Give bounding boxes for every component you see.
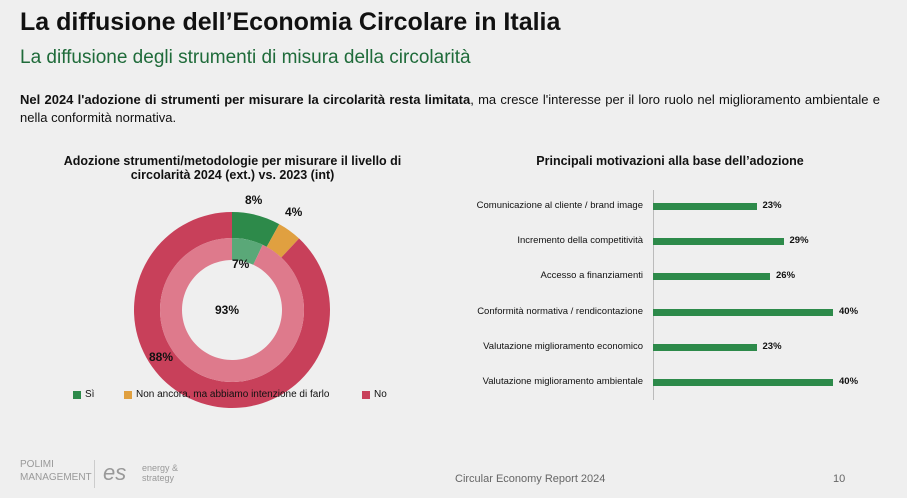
polimi-logo: POLIMI MANAGEMENT — [20, 459, 92, 483]
page-subtitle: La diffusione degli strumenti di misura … — [20, 47, 471, 68]
page-title: La diffusione dell’Economia Circolare in… — [20, 8, 561, 36]
es-logo-text: energy & strategy — [142, 463, 179, 483]
legend-swatch — [362, 390, 370, 399]
inner-slice-2 — [160, 237, 305, 382]
bar-value-label: 23% — [762, 340, 782, 352]
bar — [653, 308, 833, 316]
page-number: 10 — [833, 473, 846, 485]
label-2024-no: 88% — [149, 350, 174, 364]
footer-report: Circular Economy Report 2024 — [455, 473, 606, 485]
bar-title: Principali motivazioni alla base dell’ad… — [536, 154, 804, 168]
bar-category-label: Incremento della competitività — [517, 235, 643, 247]
legend-label: No — [374, 389, 387, 400]
logo-divider — [94, 460, 95, 488]
legend-label: Non ancora, ma abbiamo intenzione di far… — [136, 389, 330, 400]
bar-value-label: 29% — [789, 235, 809, 247]
legend-swatch — [73, 390, 81, 399]
bar-category-label: Valutazione miglioramento ambientale — [482, 376, 643, 387]
bar — [653, 343, 757, 351]
bar-category-label: Comunicazione al cliente / brand image — [476, 200, 643, 211]
legend-si: Sì — [73, 389, 94, 400]
label-2023-si: 7% — [232, 257, 250, 271]
bar-category-label: Conformità normativa / rendicontazione — [477, 305, 643, 317]
bar-value-label: 26% — [776, 270, 796, 282]
label-2023-no: 93% — [215, 303, 240, 317]
donut-title: Adozione strumenti/metodologie per misur… — [63, 154, 402, 182]
outer-slice-1 — [266, 224, 300, 258]
bar-value-label: 23% — [762, 200, 782, 211]
intro-bold: Nel 2024 l'adozione di strumenti per mis… — [20, 92, 471, 107]
bar — [653, 273, 770, 281]
label-2024-si: 8% — [245, 193, 263, 207]
legend-non-ancora: Non ancora, ma abbiamo intenzione di far… — [124, 389, 329, 400]
intro-rest: , ma cresce l'interesse per il loro ruol… — [20, 92, 880, 125]
intro-text: Nel 2024 l'adozione di strumenti per mis… — [20, 91, 880, 127]
inner-slice-0 — [232, 238, 263, 265]
legend-label: Sì — [85, 389, 95, 400]
legend-no: No — [362, 389, 387, 400]
bar — [653, 238, 784, 246]
legend-swatch — [124, 390, 132, 399]
outer-slice-0 — [232, 212, 280, 247]
bar — [653, 203, 757, 210]
bar — [653, 379, 833, 386]
bar-axis — [653, 190, 654, 400]
bar-category-label: Valutazione miglioramento economico — [483, 340, 643, 352]
label-2024-non-ancora: 4% — [285, 205, 303, 219]
bar-category-label: Accesso a finanziamenti — [540, 270, 643, 282]
bar-value-label: 40% — [839, 305, 859, 317]
es-logo: es — [103, 460, 127, 485]
bar-value-label: 40% — [839, 376, 859, 387]
